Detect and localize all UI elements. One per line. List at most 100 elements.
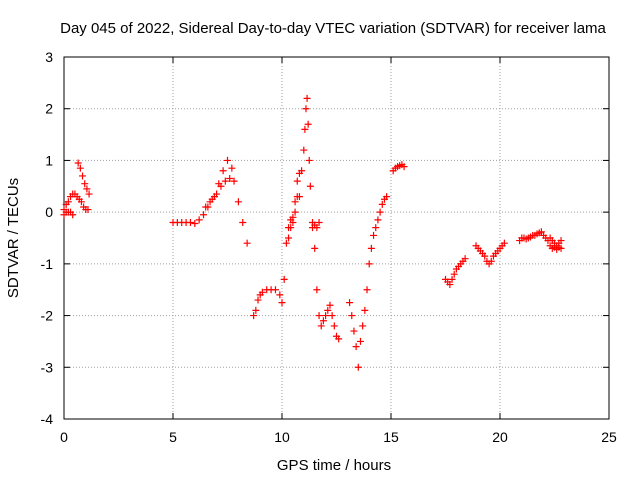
data-point [304, 120, 312, 128]
data-point [352, 343, 360, 351]
data-point [311, 244, 319, 252]
data-point [315, 312, 323, 320]
data-point [293, 177, 301, 185]
data-point [276, 291, 284, 299]
data-point [295, 169, 303, 177]
data-point [74, 159, 82, 167]
data-point [252, 306, 260, 314]
data-point [291, 208, 299, 216]
data-point [191, 220, 199, 228]
data-point [361, 306, 369, 314]
data-point [83, 185, 91, 193]
data-point [228, 164, 236, 172]
data-point [69, 211, 77, 219]
data-point [356, 337, 364, 345]
data-point [378, 200, 386, 208]
data-point [206, 198, 214, 206]
data-point [328, 312, 336, 320]
data-point [239, 218, 247, 226]
data-point [319, 317, 327, 325]
data-point [202, 203, 210, 211]
data-point [383, 193, 391, 201]
data-point [370, 231, 378, 239]
x-tick-labels: 0 5 10 15 20 25 [60, 429, 617, 445]
data-point [224, 156, 231, 164]
y-tick-label: 3 [45, 49, 53, 65]
data-point [287, 224, 295, 232]
data-point [400, 163, 408, 171]
data-point [282, 239, 290, 247]
data-point [500, 239, 508, 247]
data-point [372, 224, 380, 232]
plot-frame [63, 56, 610, 420]
data-point [85, 190, 93, 198]
data-point [557, 244, 565, 252]
data-point [271, 286, 279, 294]
data-point [367, 244, 375, 252]
data-point [330, 322, 338, 330]
data-point [285, 234, 293, 242]
data-point [258, 288, 266, 296]
data-point [64, 198, 72, 206]
data-point [210, 193, 218, 201]
data-point [317, 322, 325, 330]
data-point [84, 206, 92, 214]
y-tick-label: -2 [41, 308, 54, 324]
data-point [221, 177, 229, 185]
data-point [363, 286, 371, 294]
data-point [79, 172, 87, 180]
axis-ticks [63, 56, 610, 420]
y-tick-labels: -4 -3 -2 -1 0 1 2 3 [41, 49, 54, 427]
data-point [254, 296, 262, 304]
x-axis-label: GPS time / hours [277, 457, 391, 474]
data-point [446, 281, 454, 289]
y-tick-label: 1 [45, 152, 53, 168]
data-point [289, 218, 297, 226]
data-point [335, 335, 343, 343]
data-point [303, 94, 311, 102]
data-point [291, 198, 299, 206]
data-point [305, 156, 313, 164]
data-point [76, 164, 84, 172]
x-tick-label: 20 [492, 429, 508, 445]
data-point [374, 216, 382, 224]
data-point [226, 175, 234, 183]
data-point [315, 218, 323, 226]
data-point [348, 312, 356, 320]
data-point [313, 224, 321, 232]
data-point [376, 208, 384, 216]
data-point [481, 252, 489, 260]
data-point [243, 239, 251, 247]
data-point [537, 228, 545, 236]
data-point [302, 105, 310, 113]
x-tick-label: 25 [601, 429, 617, 445]
data-point [280, 275, 288, 283]
y-tick-label: -4 [41, 411, 54, 427]
data-point [365, 260, 373, 268]
x-tick-label: 5 [169, 429, 177, 445]
data-point [215, 180, 223, 188]
data-point [219, 167, 227, 175]
data-point [322, 312, 330, 320]
x-tick-label: 10 [274, 429, 290, 445]
y-tick-label: -3 [41, 359, 54, 375]
grid-lines [64, 57, 609, 419]
data-point [354, 363, 362, 371]
x-tick-label: 0 [60, 429, 68, 445]
data-point [359, 322, 367, 330]
data-point [230, 177, 238, 185]
y-tick-label: 0 [45, 204, 53, 220]
data-point [461, 255, 469, 263]
data-point [450, 270, 458, 278]
data-point [293, 193, 301, 201]
data-point [346, 299, 354, 307]
y-tick-label: -1 [41, 256, 54, 272]
data-point [306, 182, 314, 190]
data-point [448, 275, 456, 283]
data-point [301, 125, 309, 133]
data-point [350, 327, 358, 335]
data-point [300, 146, 308, 154]
data-point [81, 180, 89, 188]
data-point [200, 211, 208, 219]
